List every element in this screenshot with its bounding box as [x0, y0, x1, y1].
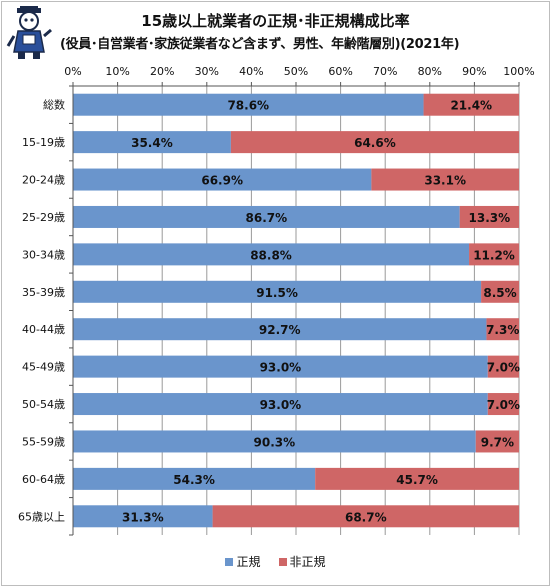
data-label-nonregular: 9.7% — [481, 435, 514, 449]
category-label: 30-34歳 — [22, 248, 65, 261]
data-label-regular: 91.5% — [256, 286, 298, 300]
bar-regular — [73, 131, 231, 154]
x-tick-label: 0% — [64, 65, 81, 78]
category-label: 65歳以上 — [18, 510, 65, 523]
bar-regular — [73, 280, 482, 303]
data-label-regular: 31.3% — [122, 510, 164, 524]
data-label-regular: 92.7% — [259, 323, 301, 337]
x-tick-label: 70% — [373, 65, 397, 78]
x-tick-label: 50% — [284, 65, 308, 78]
bar-regular — [73, 355, 488, 378]
bar-nonregular — [486, 318, 519, 341]
data-label-regular: 88.8% — [250, 248, 292, 262]
legend-item-nonregular: 非正規 — [278, 553, 326, 570]
data-label-regular: 66.9% — [201, 174, 243, 188]
category-label: 35-39歳 — [22, 286, 65, 299]
x-tick-label: 20% — [150, 65, 174, 78]
data-label-nonregular: 33.1% — [424, 174, 466, 188]
data-label-nonregular: 7.0% — [487, 361, 520, 375]
bar-regular — [73, 93, 424, 116]
data-label-nonregular: 11.2% — [473, 248, 515, 262]
bar-regular — [73, 205, 460, 228]
category-label: 15-19歳 — [22, 136, 65, 149]
category-label: 60-64歳 — [22, 473, 65, 486]
x-tick-label: 40% — [239, 65, 263, 78]
x-tick-label: 10% — [105, 65, 129, 78]
data-label-regular: 78.6% — [227, 99, 269, 113]
data-label-nonregular: 13.3% — [469, 211, 511, 225]
category-label: 25-29歳 — [22, 211, 65, 224]
bar-nonregular — [423, 93, 519, 116]
data-label-nonregular: 68.7% — [345, 510, 387, 524]
data-label-regular: 86.7% — [246, 211, 288, 225]
bar-regular — [73, 467, 316, 490]
bar-nonregular — [230, 131, 519, 154]
data-label-nonregular: 7.3% — [486, 323, 519, 337]
chart-legend: 正規 非正規 — [0, 553, 551, 570]
bar-regular — [73, 168, 372, 191]
bar-nonregular — [371, 168, 519, 191]
legend-swatch-regular — [225, 557, 234, 566]
data-label-regular: 35.4% — [131, 136, 173, 150]
category-label: 45-49歳 — [22, 361, 65, 374]
data-label-regular: 90.3% — [254, 435, 296, 449]
bar-regular — [73, 430, 476, 453]
bar-nonregular — [315, 467, 519, 490]
bar-regular — [73, 505, 213, 528]
chart-subtitle: (役員･自営業者･家族従業者など含まず、男性、年齢階層別)(2021年) — [60, 37, 460, 52]
chart-title: 15歳以上就業者の正規･非正規構成比率 — [141, 12, 410, 30]
data-label-nonregular: 7.0% — [487, 398, 520, 412]
mascot-logo-icon — [6, 6, 52, 59]
bar-nonregular — [459, 205, 519, 228]
x-tick-label: 60% — [328, 65, 352, 78]
bar-nonregular — [487, 393, 519, 416]
bar-nonregular — [212, 505, 519, 528]
data-label-nonregular: 64.6% — [354, 136, 396, 150]
data-label-regular: 93.0% — [260, 361, 302, 375]
data-label-nonregular: 8.5% — [483, 286, 516, 300]
legend-swatch-nonregular — [278, 557, 287, 566]
x-tick-label: 80% — [418, 65, 442, 78]
legend-label-nonregular: 非正規 — [289, 555, 326, 569]
data-label-regular: 54.3% — [173, 473, 215, 487]
category-label: 55-59歳 — [22, 435, 65, 448]
bar-regular — [73, 243, 470, 266]
bar-regular — [73, 393, 488, 416]
bar-nonregular — [487, 355, 519, 378]
category-label: 50-54歳 — [22, 398, 65, 411]
data-label-regular: 93.0% — [260, 398, 302, 412]
bar-regular — [73, 318, 487, 341]
category-label: 総数 — [43, 98, 65, 112]
bar-nonregular — [469, 243, 519, 266]
data-label-nonregular: 21.4% — [450, 99, 492, 113]
bar-nonregular — [481, 280, 519, 303]
x-tick-label: 90% — [462, 65, 486, 78]
legend-item-regular: 正規 — [225, 553, 261, 570]
category-label: 20-24歳 — [22, 174, 65, 187]
data-label-nonregular: 45.7% — [396, 473, 438, 487]
legend-label-regular: 正規 — [236, 555, 261, 569]
category-label: 40-44歳 — [22, 323, 65, 336]
x-tick-label: 100% — [503, 65, 534, 78]
x-tick-label: 30% — [195, 65, 219, 78]
bar-nonregular — [475, 430, 519, 453]
